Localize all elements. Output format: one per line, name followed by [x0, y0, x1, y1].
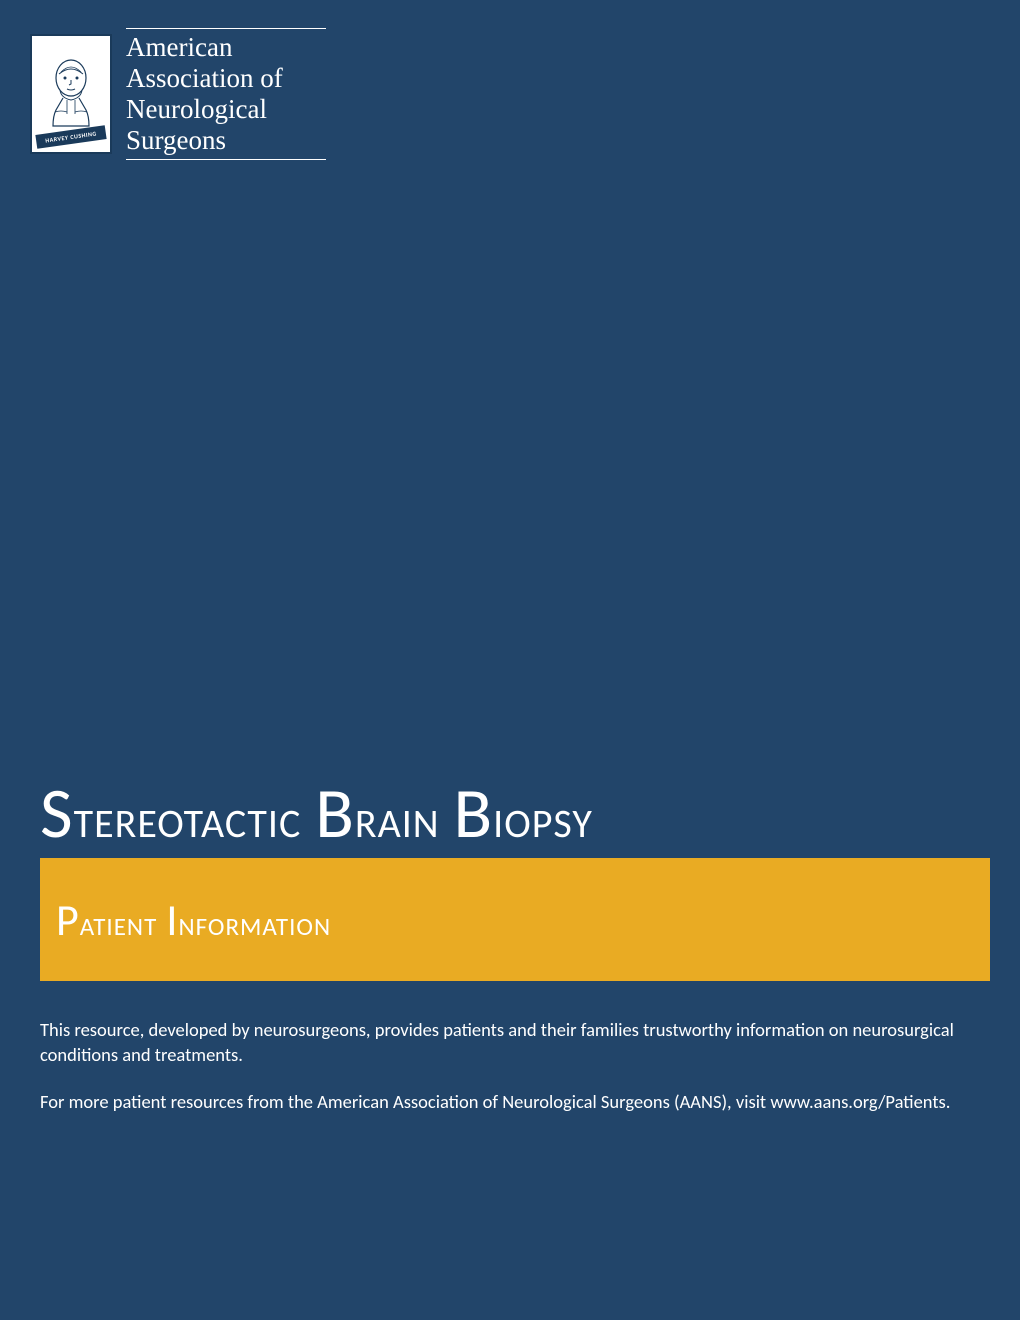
body-paragraph-2: For more patient resources from the Amer… — [40, 1090, 960, 1115]
org-name-line-1: American — [126, 32, 326, 63]
divider-bottom — [126, 159, 326, 160]
org-name-line-4: Surgeons — [126, 125, 326, 156]
document-subtitle: Patient Information — [56, 893, 331, 947]
org-name-block: American Association of Neurological Sur… — [126, 28, 326, 160]
subtitle-band: Patient Information — [40, 858, 990, 981]
document-page: HARVEY CUSHING American Association of N… — [0, 0, 1020, 1320]
document-title: Stereotactic Brain Biopsy — [40, 770, 593, 857]
body-paragraph-1: This resource, developed by neurosurgeon… — [40, 1018, 960, 1068]
org-name-line-3: Neurological — [126, 94, 326, 125]
portrait-icon — [41, 54, 101, 134]
body-content: This resource, developed by neurosurgeon… — [40, 1018, 960, 1137]
org-name-line-2: Association of — [126, 63, 326, 94]
divider-top — [126, 28, 326, 29]
organization-logo: HARVEY CUSHING American Association of N… — [30, 28, 326, 160]
portrait-frame: HARVEY CUSHING — [30, 34, 112, 154]
portrait-name: HARVEY CUSHING — [45, 130, 97, 145]
